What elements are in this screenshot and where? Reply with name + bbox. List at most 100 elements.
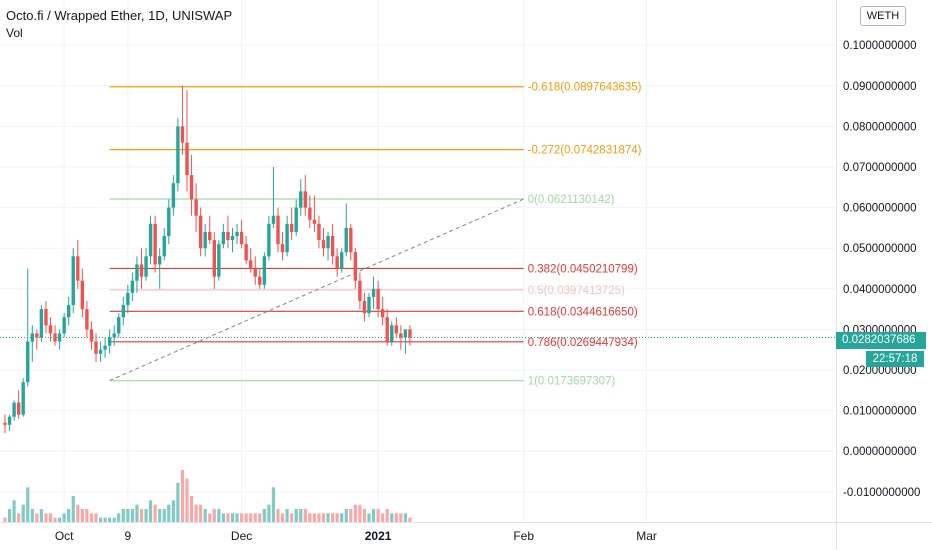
volume-bar [230,513,235,522]
volume-bar [162,509,166,522]
volume-bar [67,509,71,522]
volume-bar [108,517,112,522]
volume-bar [367,513,371,522]
candle-body [358,280,362,301]
fib-level-label: 1(0.0173697307) [528,376,616,388]
candle-body [3,422,7,425]
candle-body [103,345,107,350]
candle-body [371,288,376,297]
candle-body [317,223,321,241]
volume-bar [176,483,180,522]
volume-bar [308,513,312,522]
candle-body [376,288,380,310]
candle-body [130,280,135,293]
volume-bar [290,513,294,522]
volume-bar [117,513,121,522]
volume-bar [149,500,153,522]
volume-bar [144,509,148,522]
price-tick-label: 0.0800000000 [843,121,917,133]
candle-body [380,309,385,318]
candle-body [230,236,235,241]
volume-bar [381,513,385,522]
volume-bar [385,509,389,522]
candle-body [335,256,339,269]
volume-bar [335,513,339,522]
fib-level-label: -0.618(0.0897643635) [528,82,642,94]
volume-bar [312,513,316,522]
candle-body [330,236,335,257]
volume-bar [399,513,403,522]
price-tick-label: 0.0600000000 [843,203,917,215]
volume-bar [30,509,34,522]
volume-bar [258,513,262,522]
volume-bar [199,504,203,522]
candle-body [107,337,112,346]
candle-body [367,296,371,314]
volume-bar [358,504,362,522]
volume-bar [235,513,239,522]
volume-bar [12,500,16,522]
fib-level-label: 0(0.0621130142) [528,194,615,206]
candle-body [349,227,353,253]
candle-body [217,244,221,277]
volume-bar [71,496,75,522]
candle-body [198,215,203,249]
volume-bar [189,496,194,522]
candle-body [244,244,248,261]
candle-body [340,252,344,269]
volume-bar [53,517,57,522]
volume-bar [226,513,230,522]
chart-title: Octo.fi / Wrapped Ether, 1D, UNISWAP [6,8,233,23]
volume-bar [362,509,367,522]
volume-bar [180,470,185,522]
candle-body [180,126,185,143]
candle-body [30,333,34,342]
candle-body [208,231,212,241]
price-tick-label: 0.1000000000 [843,40,917,52]
volume-bar [349,509,353,522]
volume-bar [203,509,207,522]
time-tick-label: Mar [636,529,657,543]
candle-body [399,333,403,338]
candle-body [135,264,139,281]
candle-body [80,280,85,310]
fib-level-label: -0.272(0.0742831874) [528,145,642,157]
candle-body [276,215,280,245]
volume-bars [3,470,412,522]
volume-bar [62,513,66,522]
candle-body [158,256,162,265]
candle-body [35,333,39,338]
candle-body [280,244,285,253]
candle-body [44,309,48,326]
price-tick-label: 0.0100000000 [843,406,917,418]
volume-bar [98,517,103,522]
candle-body [98,349,103,354]
volume-bar [262,509,266,522]
candle-body [299,191,303,208]
volume-bar [267,504,271,522]
candle-body [285,223,289,253]
candle-body [148,223,153,257]
candle-body [390,325,394,342]
candle-body [153,223,157,265]
candle-body [126,292,130,306]
volume-bar [294,509,298,522]
candle-body [189,175,194,200]
candle-body [294,207,298,232]
candle-body [289,223,294,232]
price-tick-label: 0.0900000000 [843,81,917,93]
volume-bar [321,513,326,522]
volume-bar [340,513,344,522]
candle-body [117,317,121,334]
volume-bar [253,513,257,522]
volume-bar [317,513,321,522]
volume-bar [7,509,12,522]
candle-body [249,260,253,269]
volume-bar [276,509,280,522]
candle-body [21,382,25,415]
price-tick-label: 0.0400000000 [843,284,917,296]
candle-body [312,219,317,224]
candle-body [57,333,62,342]
currency-badge[interactable]: WETH [860,6,906,26]
